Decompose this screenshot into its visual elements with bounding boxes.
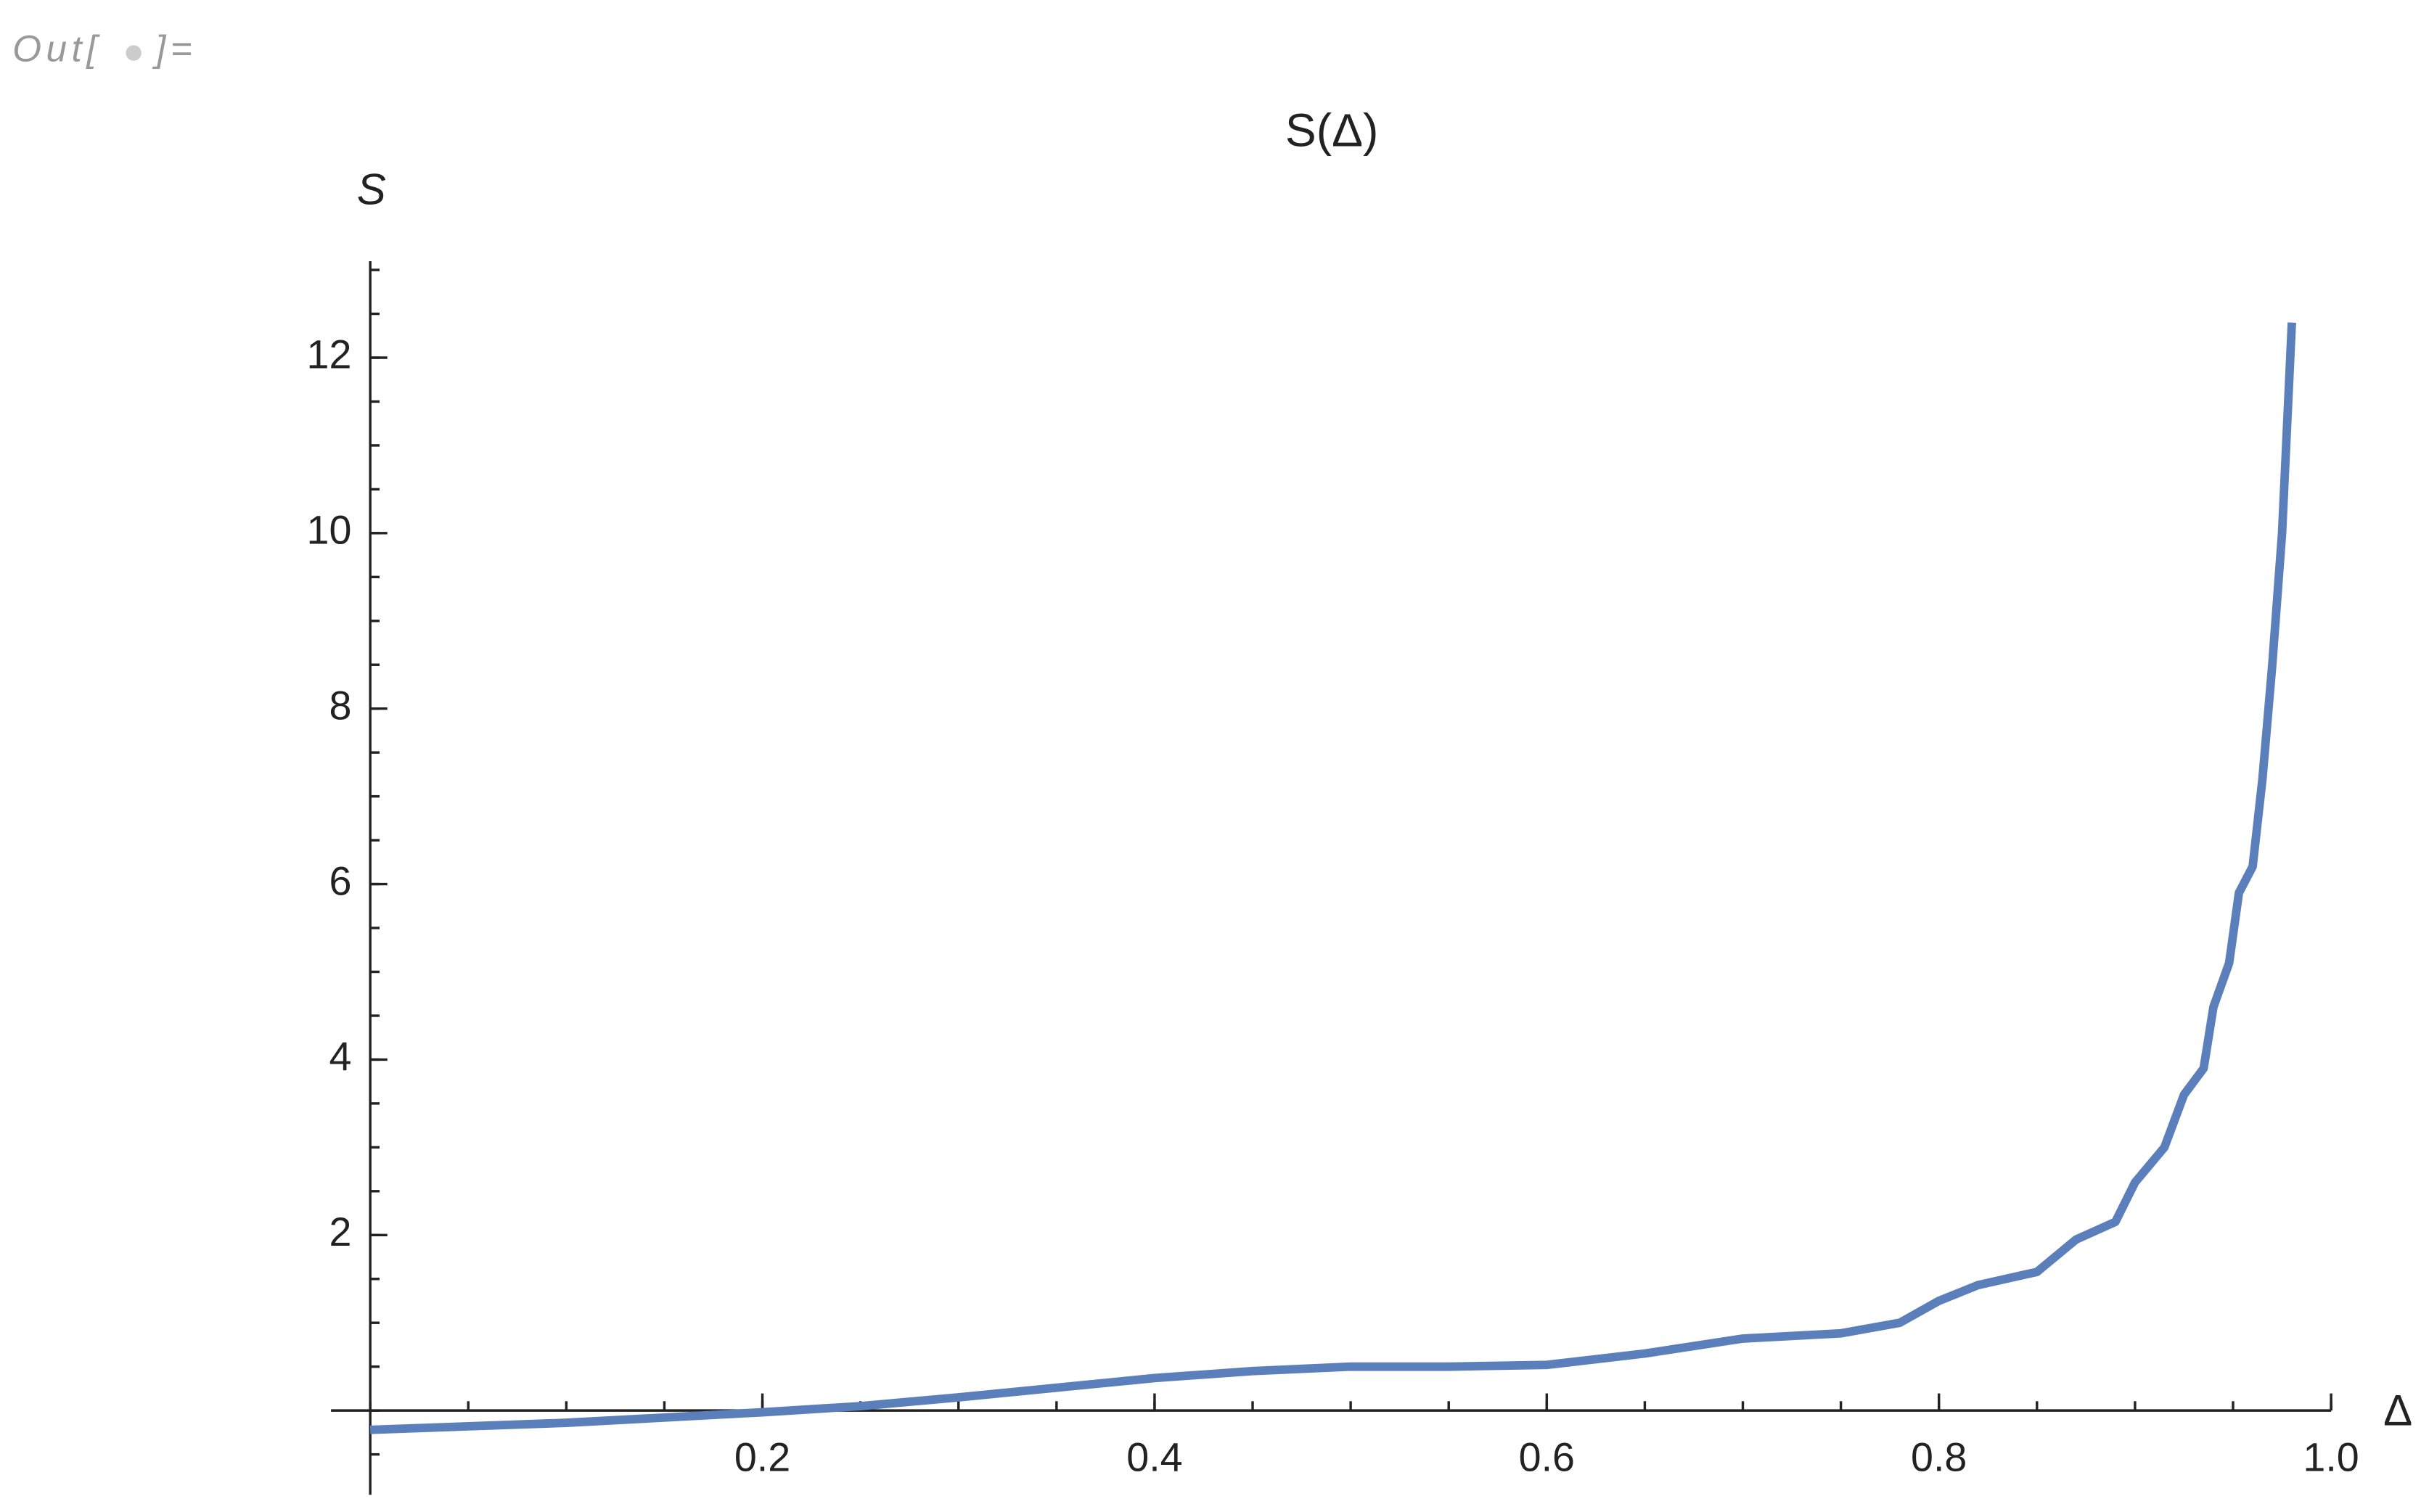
out-prefix: Out[ [12,27,102,69]
y-tick-label: 2 [329,1209,351,1254]
data-line [369,322,2296,1434]
out-suffix: ]= [152,27,197,69]
x-tick-label: 0.2 [734,1434,790,1479]
y-tick-label: 4 [329,1034,351,1079]
y-tick-label: 12 [307,332,352,377]
x-tick-label: 1.0 [2303,1434,2359,1479]
chart-title: S(Δ) [1285,104,1379,156]
x-axis-label: Δ [2383,1386,2412,1435]
y-tick-label: 6 [329,858,351,903]
y-tick-label: 8 [329,683,351,728]
y-tick-label: 10 [307,508,352,553]
y-axis-label: S [357,165,386,214]
x-tick-label: 0.4 [1126,1434,1182,1479]
out-dot [126,45,142,61]
x-tick-label: 0.8 [1911,1434,1967,1479]
x-tick-label: 0.6 [1519,1434,1575,1479]
